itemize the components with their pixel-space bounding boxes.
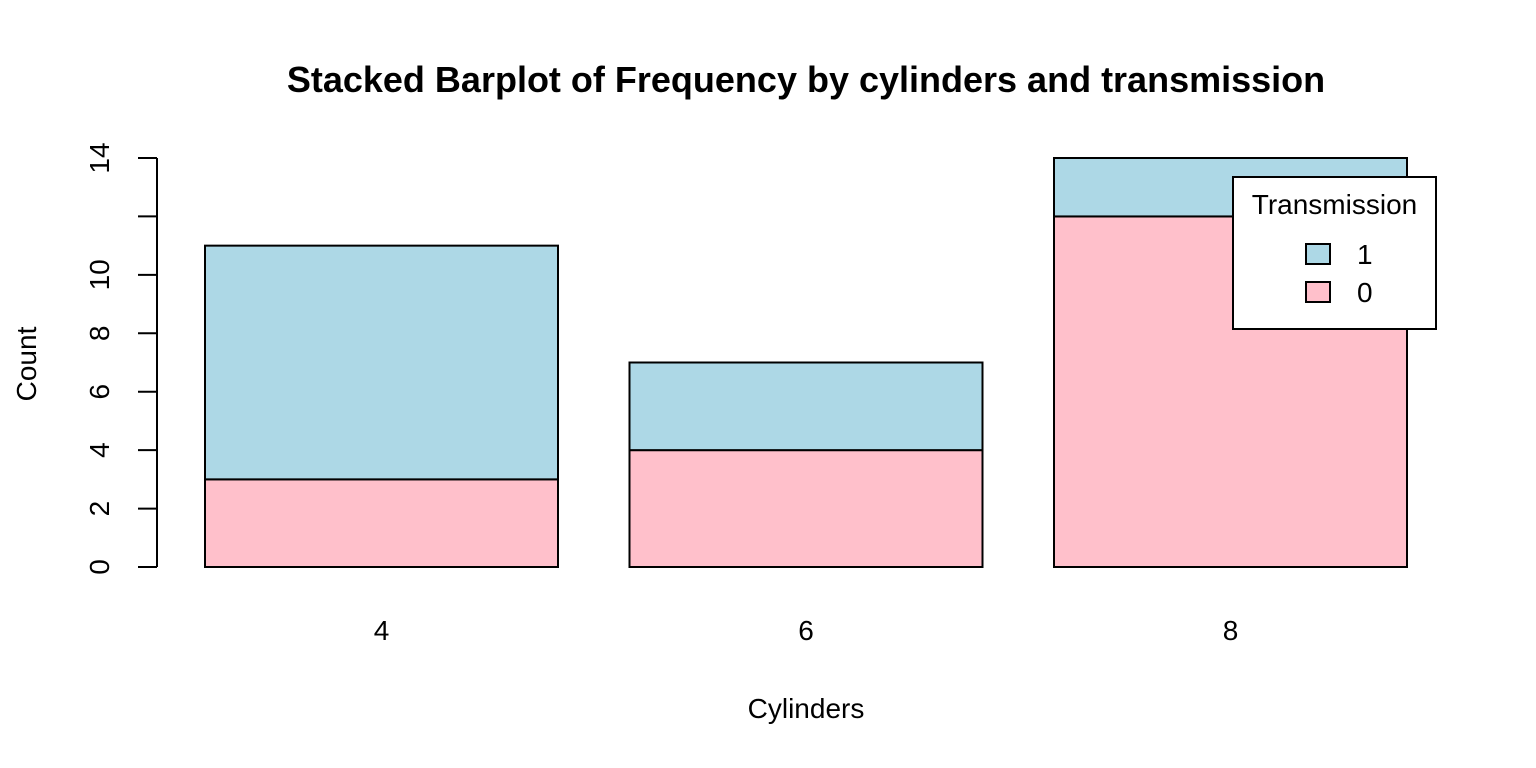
- y-tick-label: 14: [84, 142, 115, 173]
- y-tick-label: 8: [84, 325, 115, 341]
- bar-4-series-1: [204, 244, 559, 481]
- x-axis: 4 6 8: [374, 615, 1239, 646]
- y-tick-label: 4: [84, 442, 115, 458]
- legend-swatch-0: [1305, 281, 1331, 303]
- x-tick-label: 6: [798, 615, 814, 646]
- y-tick-label: 2: [84, 501, 115, 517]
- bars: [204, 157, 1408, 569]
- y-tick-label: 10: [84, 259, 115, 290]
- y-tick-label: 6: [84, 384, 115, 400]
- legend-swatch-1: [1305, 243, 1331, 265]
- bar-4-series-0: [204, 478, 559, 569]
- legend-title: Transmission: [1252, 189, 1417, 220]
- legend-label-1: 1: [1357, 239, 1373, 270]
- x-axis-label: Cylinders: [748, 693, 865, 724]
- legend-box: [1232, 176, 1437, 330]
- legend-label-0: 0: [1357, 277, 1373, 308]
- y-tick-label: 0: [84, 559, 115, 575]
- bar-6-series-1: [628, 361, 984, 452]
- bar-6-series-0: [628, 449, 984, 568]
- y-axis: 0 2 4 6 8 10 14: [84, 142, 158, 575]
- x-tick-label: 4: [374, 615, 390, 646]
- legend: Transmission 1 0: [1232, 176, 1437, 330]
- chart-title: Stacked Barplot of Frequency by cylinder…: [287, 59, 1325, 100]
- x-tick-label: 8: [1223, 615, 1239, 646]
- y-axis-label: Count: [11, 326, 42, 401]
